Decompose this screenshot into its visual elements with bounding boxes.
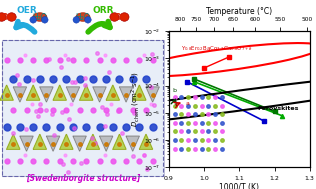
Ellipse shape bbox=[76, 13, 90, 21]
Polygon shape bbox=[46, 136, 60, 151]
Polygon shape bbox=[20, 136, 33, 151]
Polygon shape bbox=[53, 85, 66, 100]
Text: a: a bbox=[185, 101, 189, 106]
Text: [Swedenborgite structure]: [Swedenborgite structure] bbox=[26, 174, 140, 183]
Ellipse shape bbox=[7, 13, 16, 21]
FancyArrowPatch shape bbox=[16, 22, 35, 32]
Polygon shape bbox=[86, 134, 100, 149]
Polygon shape bbox=[106, 85, 119, 100]
Polygon shape bbox=[113, 134, 126, 149]
Polygon shape bbox=[27, 85, 40, 100]
Ellipse shape bbox=[41, 17, 48, 23]
Polygon shape bbox=[119, 87, 133, 102]
Polygon shape bbox=[0, 85, 13, 100]
Polygon shape bbox=[33, 134, 46, 149]
Polygon shape bbox=[133, 85, 146, 100]
Polygon shape bbox=[73, 136, 86, 151]
Text: H₂O: H₂O bbox=[33, 12, 47, 22]
Bar bbox=[2, 40, 164, 176]
Bar bbox=[0, 0, 166, 42]
Text: Perovskites: Perovskites bbox=[257, 106, 299, 111]
X-axis label: 1000/T (K): 1000/T (K) bbox=[219, 183, 259, 189]
Polygon shape bbox=[146, 87, 159, 102]
Y-axis label: $D_{\rm chem}$ (cm$^2$$\cdot$s$^{-1}$): $D_{\rm chem}$ (cm$^2$$\cdot$s$^{-1}$) bbox=[130, 71, 143, 127]
Polygon shape bbox=[7, 134, 20, 149]
Ellipse shape bbox=[0, 13, 6, 21]
Polygon shape bbox=[60, 134, 73, 149]
Polygon shape bbox=[66, 87, 80, 102]
FancyArrowPatch shape bbox=[88, 22, 110, 32]
Text: H₂O: H₂O bbox=[76, 12, 90, 22]
Polygon shape bbox=[40, 87, 53, 102]
Ellipse shape bbox=[73, 17, 80, 23]
Text: OER: OER bbox=[16, 6, 37, 15]
Ellipse shape bbox=[110, 13, 119, 21]
Bar bbox=[2, 40, 162, 176]
Ellipse shape bbox=[120, 13, 129, 21]
Ellipse shape bbox=[30, 17, 36, 23]
Ellipse shape bbox=[85, 17, 91, 23]
Text: O₂: O₂ bbox=[2, 12, 12, 22]
Polygon shape bbox=[100, 136, 113, 151]
Text: O₂: O₂ bbox=[114, 12, 125, 22]
Polygon shape bbox=[126, 136, 139, 151]
Ellipse shape bbox=[33, 13, 47, 21]
Text: ORR: ORR bbox=[92, 6, 114, 15]
Polygon shape bbox=[13, 87, 27, 102]
X-axis label: Temperature (°C): Temperature (°C) bbox=[206, 7, 272, 16]
Text: Y$_{0.8}$Er$_{0.2}$BaCo$_{3.2}$Ga$_{0.8}$O$_{7+δ}$: Y$_{0.8}$Er$_{0.2}$BaCo$_{3.2}$Ga$_{0.8}… bbox=[181, 44, 253, 53]
Polygon shape bbox=[93, 87, 106, 102]
Polygon shape bbox=[80, 85, 93, 100]
Text: b: b bbox=[173, 88, 177, 93]
Polygon shape bbox=[139, 134, 153, 149]
